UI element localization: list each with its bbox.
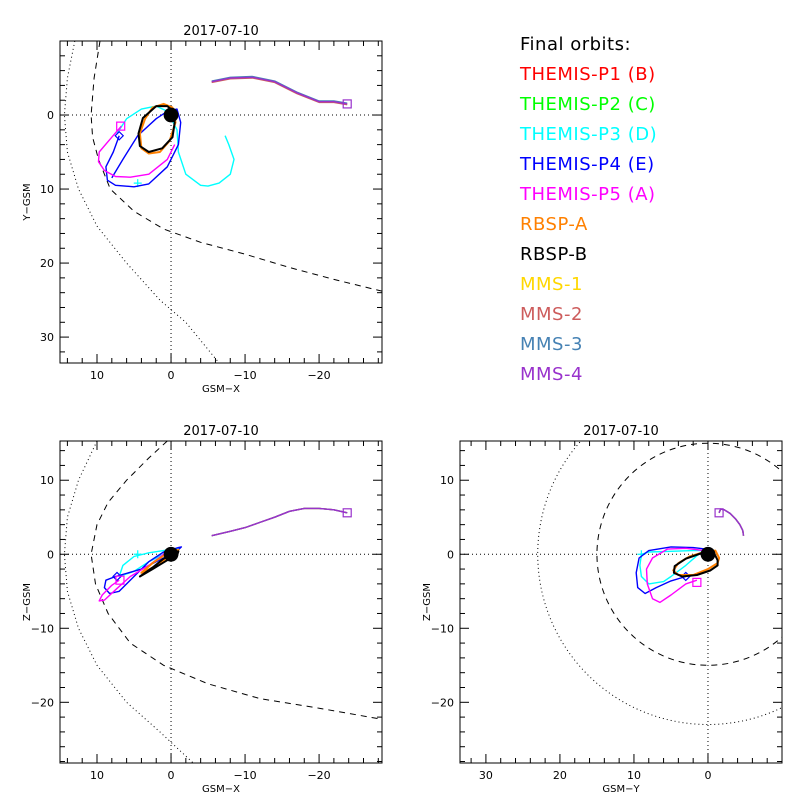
axis-ticks	[60, 40, 382, 363]
orbit-themis-p3-d	[116, 105, 235, 187]
y-tick-label: 10	[40, 474, 54, 487]
y-tick-label: 30	[40, 331, 54, 344]
orbit-marker-themis-p4-e	[112, 571, 122, 582]
legend-item-themis-p3: THEMIS-P3 (D)	[520, 124, 658, 145]
magnetopause-curve	[90, 441, 382, 720]
orbit-rbsp-b	[138, 550, 180, 578]
orbit-mms-4	[211, 76, 348, 105]
legend-title: Final orbits:	[520, 34, 632, 55]
zero-reference-lines	[460, 441, 782, 763]
plot-frame	[59, 440, 383, 764]
x-tick-label: 0	[168, 769, 175, 782]
y-tick-label: 0	[47, 548, 54, 561]
legend-item-mms-4: MMS-4	[520, 364, 583, 385]
panel-xz-plane: 2017-07-10 10 0 −10 −20 10 0 −10 −20 GSM−X Z−GSM	[22, 424, 383, 795]
y-tick-label: 0	[447, 548, 454, 561]
earth-marker	[163, 107, 179, 123]
y-axis-label: Z−GSM	[422, 583, 433, 621]
orbit-themis-p4-e	[635, 546, 706, 595]
y-tick-label: 0	[47, 109, 54, 122]
plot-frame	[59, 40, 383, 364]
orbit-marker-themis-p3-d	[133, 550, 142, 559]
plot-frame	[459, 440, 783, 764]
x-axis-label: GSM−X	[202, 384, 240, 395]
legend-item-themis-p2: THEMIS-P2 (C)	[520, 94, 656, 115]
orbit-marker-mms-4	[342, 508, 352, 518]
panel-title: 2017-07-10	[583, 424, 659, 439]
legend-item-rbsp-a: RBSP-A	[520, 214, 588, 235]
legend-item-themis-p5: THEMIS-P5 (A)	[520, 184, 656, 205]
y-tick-label: −10	[431, 622, 454, 635]
y-axis-label: Y−GSM	[22, 183, 33, 221]
legend-item-mms-2: MMS-2	[520, 304, 583, 325]
orbit-mms-2	[211, 507, 348, 537]
orbit-marker-mms-4	[714, 508, 724, 518]
earth-marker	[163, 546, 179, 562]
x-tick-label: 10	[627, 769, 641, 782]
x-axis-label: GSM−X	[202, 784, 240, 795]
bow-shock-curve	[63, 41, 220, 363]
orbit-mms-1	[211, 507, 348, 537]
zero-reference-lines	[60, 41, 382, 363]
y-tick-label: −20	[431, 696, 454, 709]
orbit-themis-p5-a	[645, 547, 705, 604]
legend: Final orbits: THEMIS-P1 (B) THEMIS-P2 (C…	[520, 30, 657, 390]
orbit-mms-3	[211, 507, 348, 537]
orbit-mms-2	[211, 77, 348, 106]
orbit-themis-p4-e	[105, 108, 182, 188]
orbit-themis-p5-a	[97, 125, 176, 178]
orbit-marker-themis-p4-e	[114, 130, 125, 141]
orbit-mms-1	[211, 76, 348, 105]
axis-ticks	[460, 441, 783, 763]
legend-item-themis-p1: THEMIS-P1 (B)	[520, 64, 656, 85]
y-tick-label: 10	[40, 183, 54, 196]
x-axis-label: GSM−Y	[602, 784, 640, 795]
y-axis-label: Z−GSM	[22, 583, 33, 621]
zero-reference-lines	[60, 441, 382, 763]
bow-shock-curve	[63, 441, 194, 763]
y-tick-label: 10	[440, 474, 454, 487]
x-tick-label: −10	[233, 369, 256, 382]
y-tick-label: −20	[31, 696, 54, 709]
x-tick-label: 10	[90, 369, 104, 382]
legend-item-themis-p4: THEMIS-P4 (E)	[520, 154, 655, 175]
x-tick-label: −10	[233, 769, 256, 782]
orbit-marker-themis-p5-a	[116, 121, 126, 131]
x-tick-label: −20	[307, 369, 330, 382]
orbit-marker-mms-4	[342, 99, 352, 109]
y-tick-label: −10	[31, 622, 54, 635]
earth-marker	[700, 546, 716, 562]
x-tick-label: 0	[168, 369, 175, 382]
panel-yz-plane: 2017-07-10 30 20 10 0 10 0 −10 −20 GSM−Y Z−GSM	[422, 424, 783, 795]
legend-item-mms-1: MMS-1	[520, 274, 583, 295]
x-tick-label: 10	[90, 769, 104, 782]
orbit-marker-themis-p5-a	[115, 575, 125, 585]
x-tick-label: −20	[307, 769, 330, 782]
legend-item-rbsp-b: RBSP-B	[520, 244, 588, 265]
orbit-marker-themis-p5-a	[692, 577, 702, 587]
orbit-mms-4	[211, 507, 348, 537]
x-tick-label: 0	[704, 769, 711, 782]
panel-title: 2017-07-10	[183, 24, 259, 39]
y-tick-label: 20	[40, 257, 54, 270]
x-tick-label: 30	[479, 769, 493, 782]
x-tick-label: 20	[553, 769, 567, 782]
orbit-themis-p3-d	[639, 549, 705, 585]
axis-ticks	[60, 441, 382, 763]
orbit-mms-3	[211, 75, 348, 104]
panel-title: 2017-07-10	[183, 424, 259, 439]
panel-xy-plane: 2017-07-10 10 0 −10 −20 0 10 20 30 GSM−X Y−GSM	[22, 24, 383, 395]
legend-item-mms-3: MMS-3	[520, 334, 583, 355]
